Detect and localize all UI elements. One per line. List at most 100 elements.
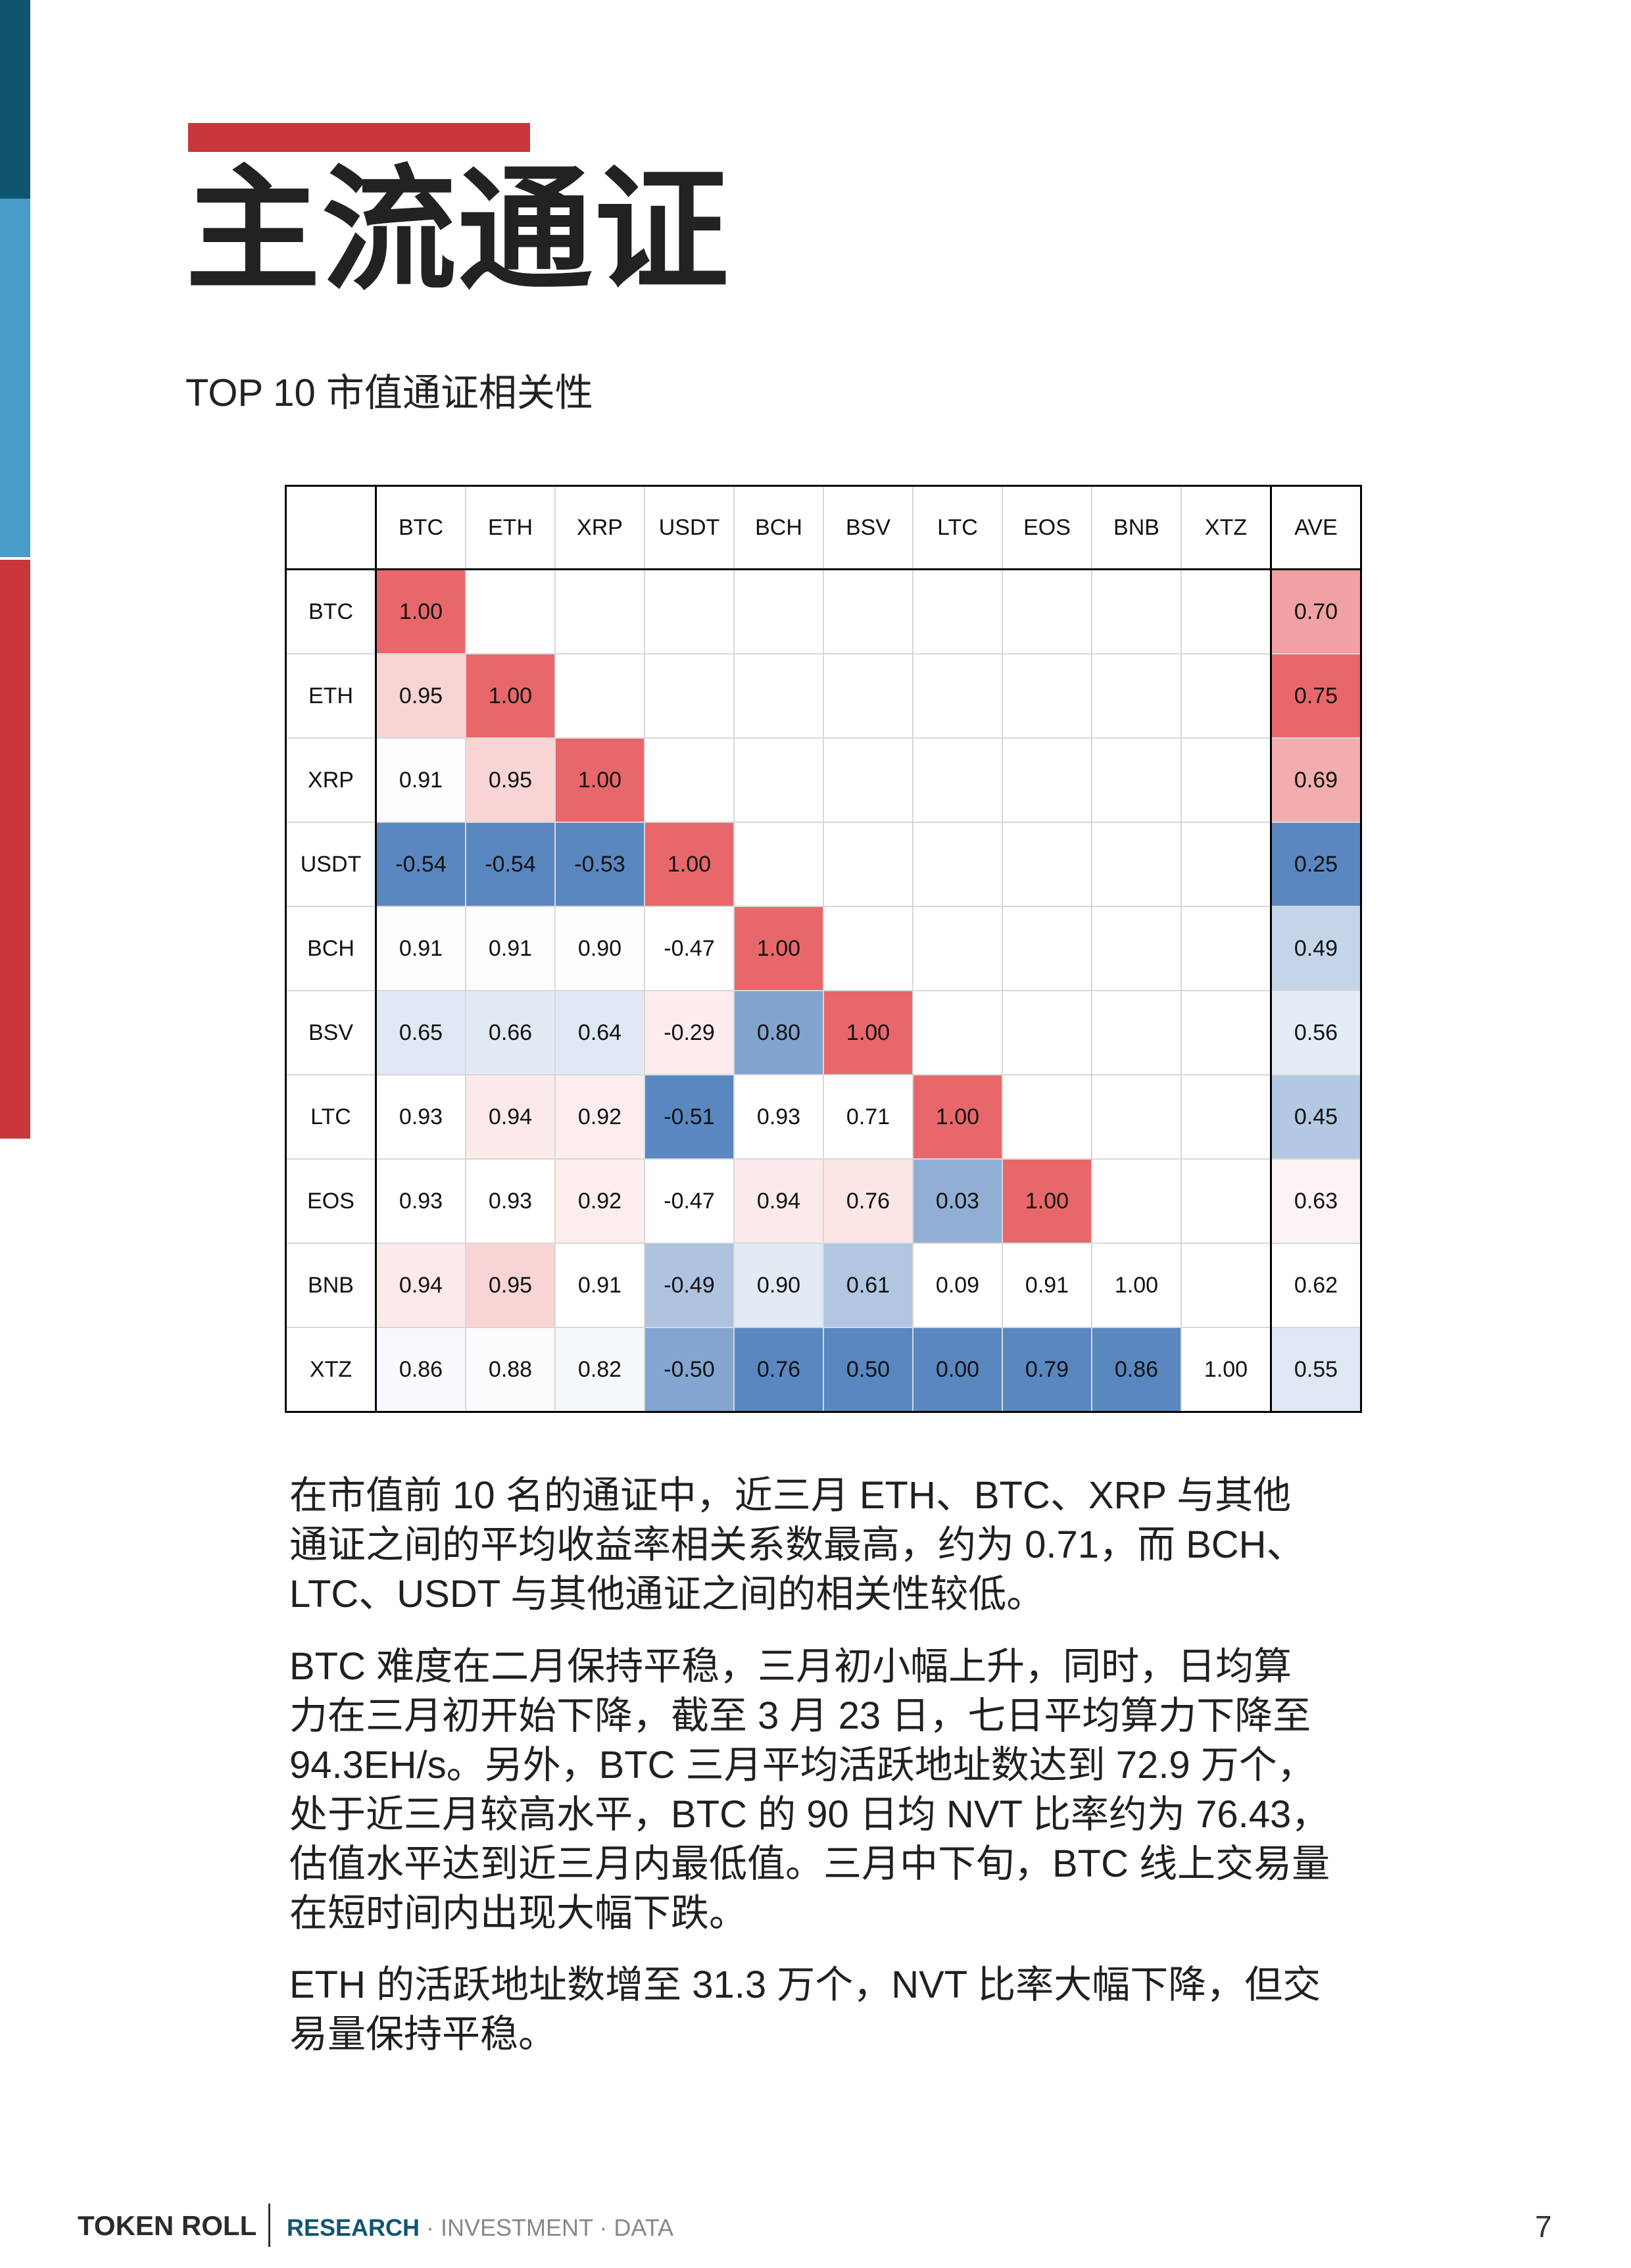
correlation-cell: 0.69 [1270,737,1362,823]
correlation-cell: -0.51 [644,1074,735,1160]
empty-cell [1002,653,1092,739]
empty-cell [1002,568,1092,654]
empty-cell [912,822,1003,907]
row-header: USDT [285,822,377,907]
page-number: 7 [1535,2209,1552,2244]
empty-cell [644,653,735,739]
column-header: BSV [823,485,913,570]
correlation-cell: 0.76 [733,1327,824,1413]
row-header: BCH [285,906,377,991]
empty-cell [912,653,1003,739]
correlation-cell: 0.91 [375,906,466,991]
empty-cell [823,568,913,654]
empty-cell [644,568,735,654]
empty-cell [1002,990,1092,1075]
correlation-cell: 1.00 [1002,1158,1092,1244]
empty-cell [1091,906,1182,991]
paragraph-line: 通证之间的平均收益率相关系数最高，约为 0.71，而 BCH、 [289,1523,1305,1566]
footer-tag-research: RESEARCH [287,2214,420,2241]
paragraph-line: LTC、USDT 与其他通证之间的相关性较低。 [289,1573,1045,1615]
correlation-table: BTC ETH XRP USDT BCH BSV LTC EOS BNB XTZ AVE BTC 1.0… [285,485,1362,1413]
correlation-cell: 0.70 [1270,568,1362,654]
correlation-cell: -0.53 [554,822,645,907]
table-row: BNB 0.94 0.95 0.91 -0.49 0.90 0.61 0.09 0.91 1.00… [285,1243,1362,1328]
paragraph-3: ETH 的活跃地址数增至 31.3 万个，NVT 比率大幅下降，但交 易量保持平稳… [289,1960,1355,2059]
correlation-cell: 1.00 [554,737,645,823]
correlation-cell: 0.49 [1270,906,1362,991]
correlation-cell: 0.25 [1270,822,1362,907]
table-row: BSV 0.65 0.66 0.64 -0.29 0.80 1.00 0.56 [285,990,1362,1075]
correlation-cell: -0.50 [644,1327,735,1413]
correlation-cell: 0.94 [733,1158,824,1244]
correlation-cell: 0.65 [375,990,466,1075]
correlation-cell: 0.09 [912,1243,1003,1328]
correlation-cell: 0.71 [823,1074,913,1160]
row-header: EOS [285,1158,377,1244]
paragraph-line: 力在三月初开始下降，截至 3 月 23 日，七日平均算力下降至 [289,1694,1311,1737]
table-row: ETH 0.95 1.00 0.75 [285,653,1362,739]
paragraph-line: 在短时间内出现大幅下跌。 [289,1892,748,1935]
table-row: USDT -0.54 -0.54 -0.53 1.00 0.25 [285,822,1362,907]
correlation-cell: 0.86 [1091,1327,1182,1413]
correlation-cell: 0.95 [465,737,556,823]
paragraph-line: 处于近三月较高水平，BTC 的 90 日均 NVT 比率约为 76.43， [289,1793,1330,1836]
correlation-cell: 0.50 [823,1327,913,1413]
correlation-cell: 0.88 [465,1327,556,1413]
row-header: ETH [285,653,377,739]
page-title: 主流通证 [185,155,730,306]
correlation-cell: -0.29 [644,990,735,1075]
empty-cell [733,653,824,739]
empty-cell [1181,1243,1272,1328]
correlation-cell: 1.00 [375,568,466,654]
empty-cell [1002,906,1092,991]
empty-cell [644,737,735,823]
empty-cell [1181,906,1272,991]
correlation-cell: 0.62 [1270,1243,1362,1328]
correlation-cell: 1.00 [733,906,824,991]
row-header: XRP [285,737,377,823]
correlation-cell: 0.93 [375,1074,466,1160]
empty-cell [1002,737,1092,823]
correlation-cell: 0.93 [465,1158,556,1244]
correlation-cell: 1.00 [912,1074,1003,1160]
column-header: LTC [912,485,1003,570]
row-header: LTC [285,1074,377,1160]
paragraph-1: 在市值前 10 名的通证中，近三月 ETH、BTC、XRP 与其他 通证之间的平均… [289,1471,1355,1619]
paragraph-line: 易量保持平稳。 [289,2013,557,2056]
column-header: EOS [1002,485,1092,570]
paragraph-line: BTC 难度在二月保持平稳，三月初小幅上升，同时，日均算 [289,1645,1292,1688]
sidebar-accent-top [0,0,30,199]
header-row: BTC ETH XRP USDT BCH BSV LTC EOS BNB XTZ AVE [285,485,1362,570]
table-row: XTZ 0.86 0.88 0.82 -0.50 0.76 0.50 0.00 0.79 0.86… [285,1327,1362,1413]
table-subtitle: TOP 10 市值通证相关性 [185,372,593,414]
empty-cell [823,822,913,907]
correlation-cell: 1.00 [644,822,735,907]
correlation-cell: 1.00 [1091,1243,1182,1328]
empty-cell [733,737,824,823]
paragraph-2: BTC 难度在二月保持平稳，三月初小幅上升，同时，日均算 力在三月初开始下降，截至… [289,1642,1355,1938]
correlation-cell: 0.80 [733,990,824,1075]
column-header: AVE [1270,485,1362,570]
correlation-cell: 0.00 [912,1327,1003,1413]
column-header: XRP [554,485,645,570]
empty-cell [1181,653,1272,739]
empty-cell [912,568,1003,654]
correlation-cell: 0.75 [1270,653,1362,739]
correlation-cell: 0.91 [554,1243,645,1328]
column-header: BTC [375,485,466,570]
correlation-cell: 0.63 [1270,1158,1362,1244]
empty-cell [1091,568,1182,654]
table-row: LTC 0.93 0.94 0.92 -0.51 0.93 0.71 1.00 0.45 [285,1074,1362,1160]
empty-cell [1091,990,1182,1075]
correlation-cell: 0.79 [1002,1327,1092,1413]
empty-cell [1091,737,1182,823]
empty-cell [1181,990,1272,1075]
correlation-cell: 0.95 [375,653,466,739]
empty-cell [1181,1158,1272,1244]
row-header: XTZ [285,1327,377,1413]
correlation-cell: 0.56 [1270,990,1362,1075]
correlation-cell: 0.91 [1002,1243,1092,1328]
correlation-cell: 0.94 [375,1243,466,1328]
correlation-cell: 0.90 [733,1243,824,1328]
paragraph-line: 估值水平达到近三月内最低值。三月中下旬，BTC 线上交易量 [289,1842,1330,1885]
